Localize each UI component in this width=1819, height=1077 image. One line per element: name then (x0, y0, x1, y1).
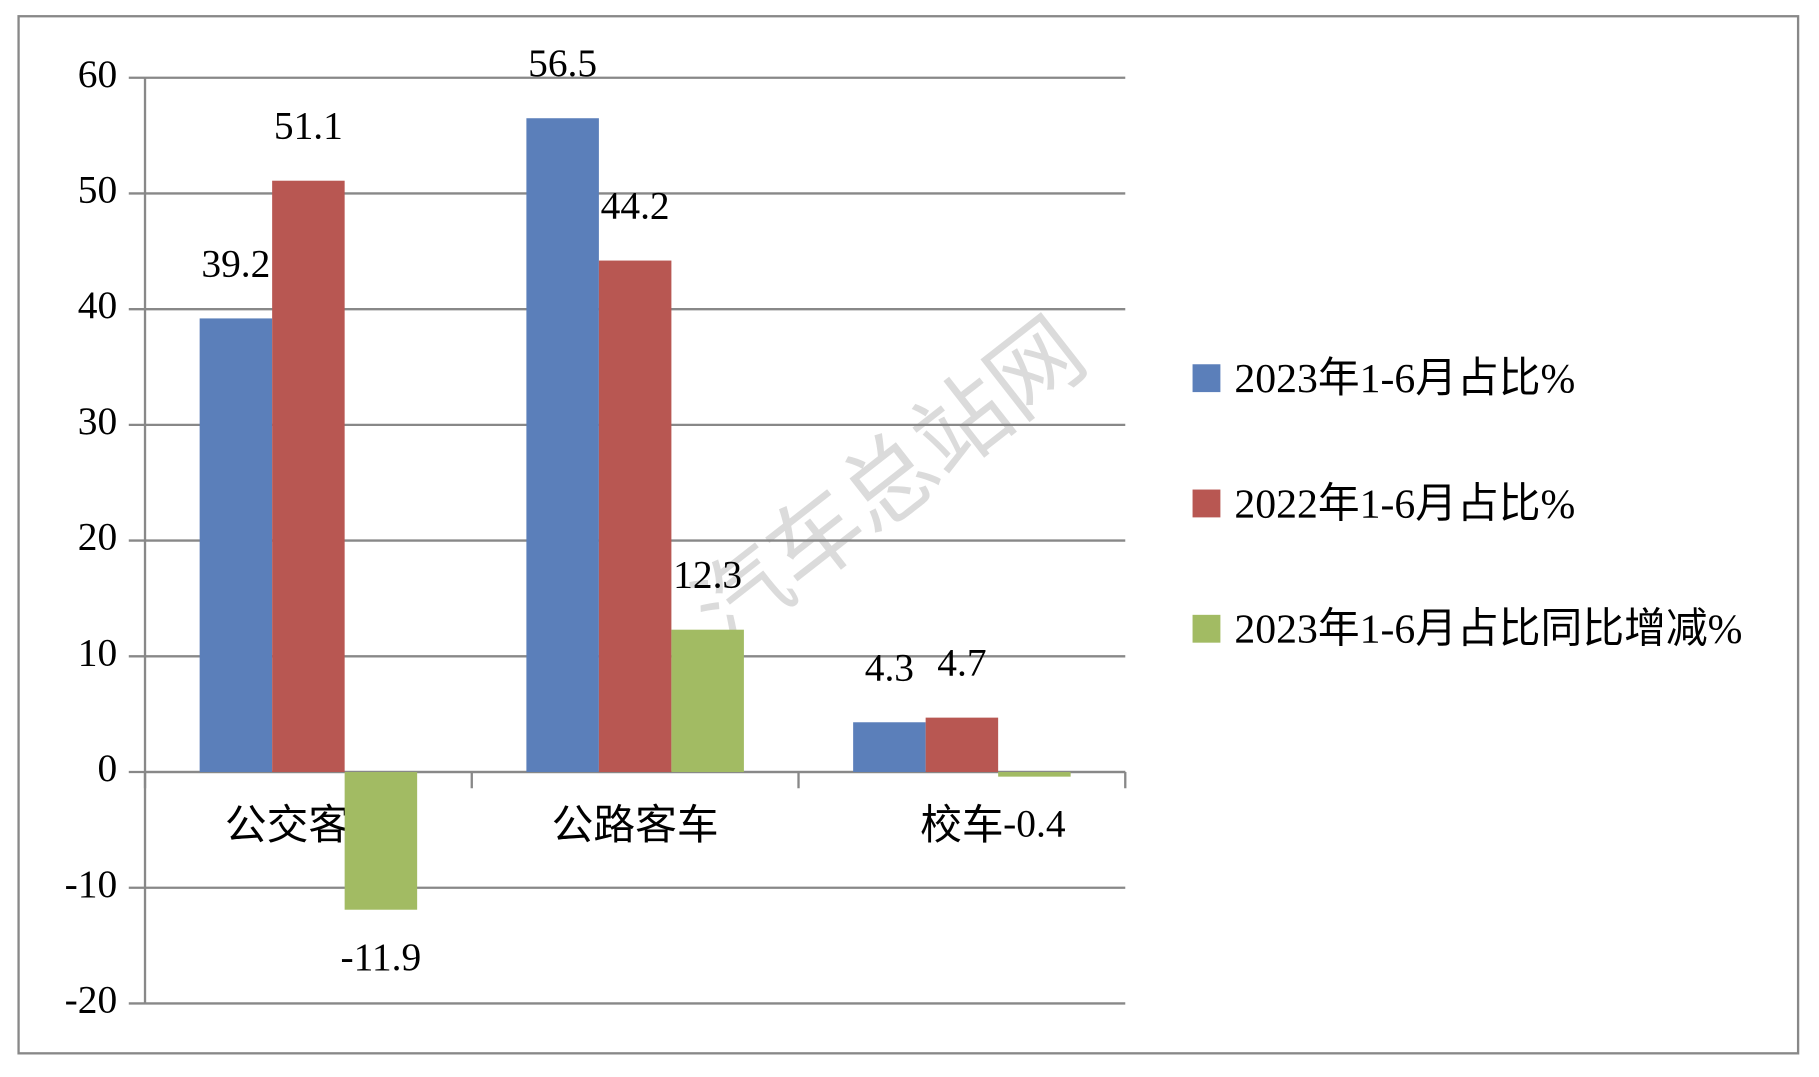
bar (344, 772, 418, 910)
value-label: 51.1 (274, 104, 343, 148)
legend-item: 2022年1-6月占比% (1183, 473, 1775, 533)
value-label: -11.9 (341, 935, 422, 979)
bar (671, 629, 744, 773)
y-tick-label: 50 (78, 167, 117, 211)
x-tick-label: 校车 (920, 800, 1003, 849)
legend-item: 2023年1-6月占比同比增减% (1183, 599, 1775, 659)
y-tick-label: 20 (78, 515, 117, 559)
value-label: 44.2 (601, 184, 670, 228)
x-tick-label: 公路客车 (552, 800, 719, 849)
legend-swatch (1192, 614, 1221, 643)
legend-swatch (1192, 364, 1221, 393)
bar (853, 722, 926, 773)
legend-label: 2023年1-6月占比% (1234, 354, 1576, 402)
value-label: 4.3 (865, 645, 914, 689)
value-label: 12.3 (673, 553, 742, 597)
y-tick-label: 30 (78, 399, 117, 443)
bar (526, 118, 599, 773)
bar (272, 180, 345, 773)
legend: 2023年1-6月占比% 2022年1-6月占比% 2023年1-6月占比同比增减% (1183, 348, 1775, 659)
legend-label: 2023年1-6月占比同比增减% (1234, 605, 1743, 652)
y-tick-label: -10 (65, 862, 118, 906)
legend-item: 2023年1-6月占比% (1183, 348, 1775, 408)
value-label: 4.7 (937, 641, 986, 685)
legend-label: 2022年1-6月占比% (1234, 480, 1576, 527)
y-tick-label: 60 (78, 52, 117, 96)
value-label: 39.2 (201, 241, 270, 285)
y-tick-label: -20 (65, 977, 118, 1021)
y-tick-label: 40 (78, 283, 117, 327)
value-label: 56.5 (528, 41, 597, 85)
legend-swatch (1192, 489, 1221, 518)
y-tick-label: 0 (97, 746, 117, 790)
bar (998, 772, 1071, 777)
bar (925, 717, 999, 773)
y-tick-label: 10 (78, 630, 117, 674)
bar (598, 260, 672, 773)
legend-box: 2023年1-6月占比% 2022年1-6月占比% 2023年1-6月占比同比增减% (1183, 348, 1775, 659)
bar (199, 318, 273, 773)
value-label: -0.4 (1003, 802, 1066, 846)
